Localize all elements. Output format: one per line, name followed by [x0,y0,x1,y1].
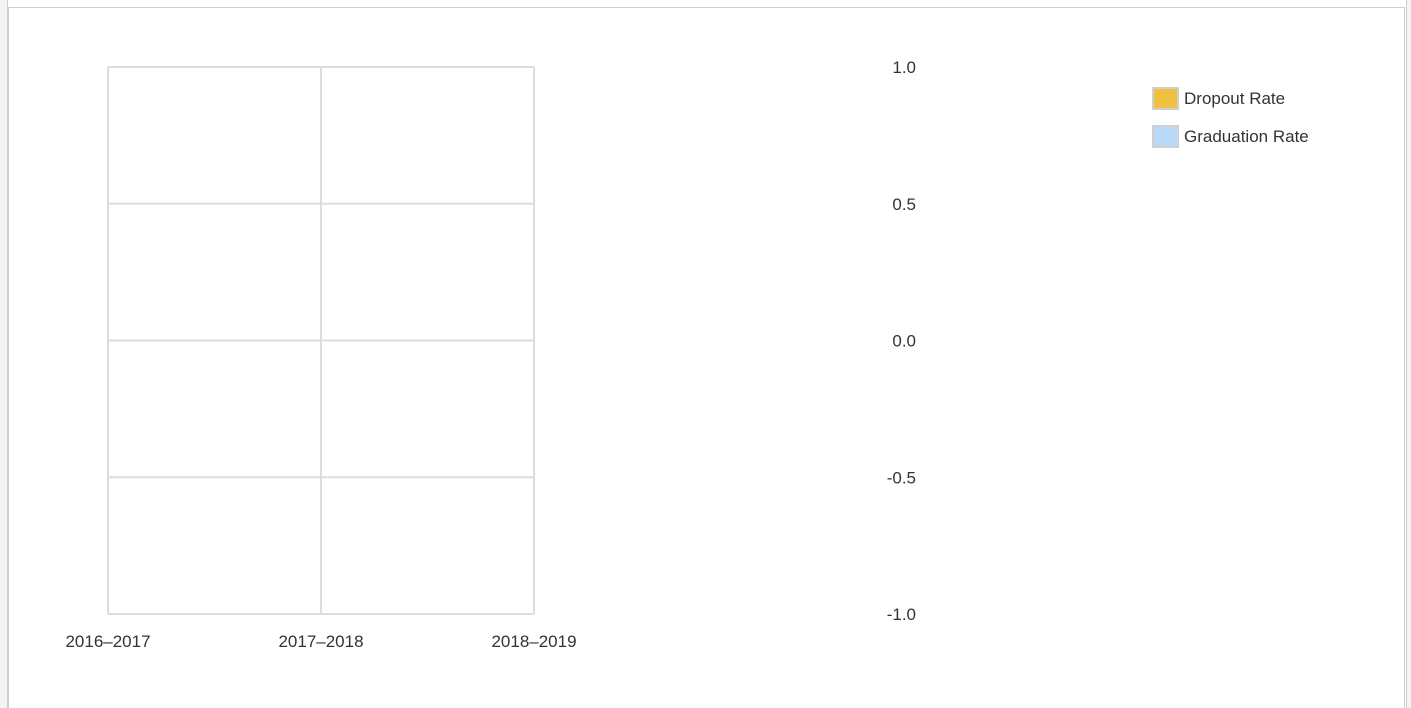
x-axis-ticks: 2016–2017 2017–2018 2018–2019 [65,632,576,651]
legend-label-graduation-rate: Graduation Rate [1184,126,1309,146]
window-right-border [1406,0,1411,708]
legend-item-graduation-rate[interactable]: Graduation Rate [1152,124,1309,149]
y-tick-label: -0.5 [887,468,916,487]
legend-item-dropout-rate[interactable]: Dropout Rate [1152,86,1309,111]
legend-label-dropout-rate: Dropout Rate [1184,88,1286,108]
x-tick-label: 2018–2019 [491,632,576,651]
plot-grid [107,66,535,615]
chart-panel [8,7,1405,708]
legend-swatch-dropout-rate [1152,87,1179,110]
y-tick-label: 0.5 [892,195,916,214]
x-tick-label: 2017–2018 [278,632,363,651]
legend-swatch-graduation-rate [1152,125,1179,148]
y-tick-label: 0.0 [892,332,916,351]
chart-legend: Dropout Rate Graduation Rate [1152,86,1309,162]
x-tick-label: 2016–2017 [65,632,150,651]
window-left-border [0,0,8,708]
y-tick-label: -1.0 [887,605,916,624]
y-tick-label: 1.0 [892,58,916,77]
y-axis-ticks: 1.0 0.5 0.0 -0.5 -1.0 [887,58,916,624]
